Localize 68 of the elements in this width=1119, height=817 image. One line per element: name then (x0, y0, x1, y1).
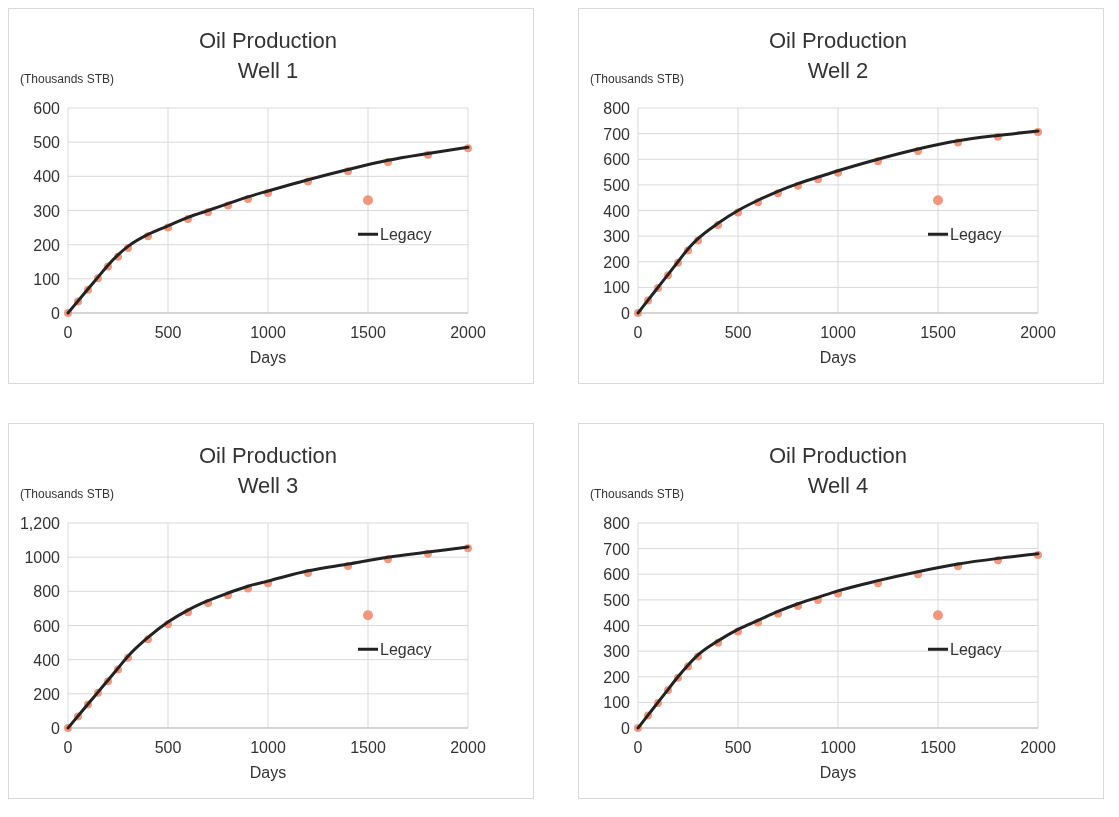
y-tick-label: 0 (51, 720, 61, 737)
x-tick-label: 1500 (350, 739, 386, 756)
x-tick-label: 2000 (1020, 324, 1056, 341)
x-tick-label: 2000 (1020, 739, 1056, 756)
y-tick-label: 100 (603, 694, 631, 712)
y-tick-label: 600 (33, 100, 61, 117)
y-axis-title: (Thousands STB) (590, 487, 685, 501)
y-tick-label: 300 (603, 228, 631, 246)
x-axis-title: Days (819, 349, 857, 366)
y-tick-label: 200 (603, 668, 631, 686)
y-tick-label: 0 (51, 305, 61, 322)
y-tick-label: 800 (603, 515, 631, 532)
y-tick-label: 200 (33, 685, 61, 703)
y-tick-label: 600 (603, 566, 631, 584)
x-tick-label: 0 (633, 739, 643, 756)
legend-label: Legacy (380, 641, 432, 659)
x-axis-title: Days (249, 764, 287, 781)
x-tick-label: 1500 (920, 739, 956, 756)
y-tick-label: 400 (33, 168, 61, 186)
x-tick-label: 2000 (450, 739, 486, 756)
x-tick-label: 1000 (820, 324, 856, 341)
y-tick-label: 400 (603, 202, 631, 220)
y-tick-label: 600 (603, 151, 631, 169)
chart-title: Oil Production Well 3 (198, 443, 338, 498)
x-tick-label: 1000 (250, 324, 286, 341)
chart-title: Oil Production Well 4 (768, 443, 908, 498)
y-tick-label: 200 (603, 253, 631, 271)
y-tick-label: 700 (603, 125, 631, 143)
y-tick-label: 0 (621, 305, 631, 322)
x-tick-label: 1000 (250, 739, 286, 756)
x-tick-label: 0 (633, 324, 643, 341)
legend-label: Legacy (380, 226, 432, 244)
y-tick-label: 700 (603, 540, 631, 558)
chart-title: Oil Production Well 1 (198, 28, 338, 83)
y-tick-label: 100 (33, 270, 61, 288)
x-tick-label: 1000 (820, 739, 856, 756)
y-tick-label: 500 (603, 591, 631, 609)
x-tick-label: 2000 (450, 324, 486, 341)
y-tick-label: 300 (603, 643, 631, 661)
y-tick-label: 100 (603, 279, 631, 297)
x-tick-label: 0 (63, 739, 73, 756)
x-tick-label: 500 (724, 739, 752, 756)
y-tick-label: 1000 (24, 549, 61, 567)
x-tick-label: 1500 (920, 324, 956, 341)
y-tick-label: 500 (603, 176, 631, 194)
x-tick-label: 1500 (350, 324, 386, 341)
x-tick-label: 0 (63, 324, 73, 341)
y-tick-label: 400 (603, 617, 631, 635)
x-tick-label: 500 (154, 739, 182, 756)
x-axis-title: Days (819, 764, 857, 781)
y-tick-label: 200 (33, 236, 61, 254)
y-axis-title: (Thousands STB) (20, 487, 115, 501)
x-tick-label: 500 (154, 324, 182, 341)
y-tick-label: 300 (33, 202, 61, 220)
y-tick-label: 1,200 (19, 515, 61, 532)
y-tick-label: 800 (603, 100, 631, 117)
chart-title: Oil Production Well 2 (768, 28, 908, 83)
y-axis-title: (Thousands STB) (590, 72, 685, 86)
x-axis-title: Days (249, 349, 287, 366)
legend-label: Legacy (950, 641, 1002, 659)
y-tick-label: 0 (621, 720, 631, 737)
y-tick-label: 800 (33, 583, 61, 601)
legend-label: Legacy (950, 226, 1002, 244)
y-tick-label: 600 (33, 617, 61, 635)
y-axis-title: (Thousands STB) (20, 72, 115, 86)
y-tick-label: 500 (33, 134, 61, 152)
x-tick-label: 500 (724, 324, 752, 341)
y-tick-label: 400 (33, 651, 61, 669)
